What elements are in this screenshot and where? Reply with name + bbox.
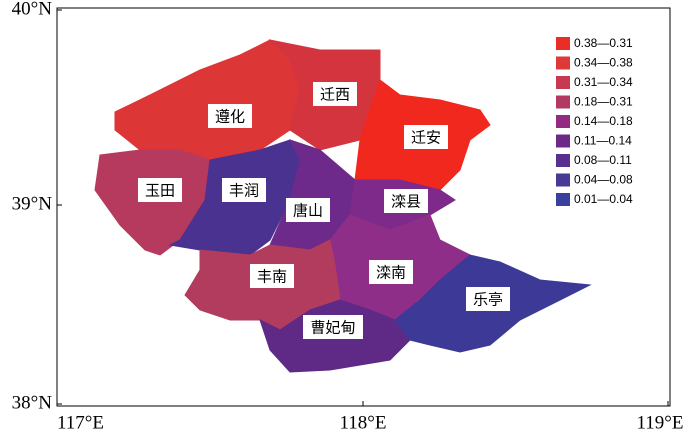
region (114, 39, 301, 161)
legend-label: 0.34—0.38 (574, 56, 633, 70)
legend-label: 0.01—0.04 (574, 192, 633, 206)
legend-swatch (556, 173, 570, 187)
label-box (286, 198, 330, 222)
legend: 0.38—0.31 0.34—0.38 0.31—0.34 0.18—0.31 0.14… (556, 36, 633, 206)
region-label: 迁西 (320, 86, 350, 104)
legend-swatch (556, 76, 570, 89)
legend-label: 0.11—0.14 (574, 134, 632, 148)
y-label: 38°N (12, 392, 53, 413)
x-label: 118°E (340, 412, 387, 433)
legend-swatch (556, 193, 570, 206)
region-label: 滦县 (391, 193, 421, 211)
legend-label: 0.04—0.08 (574, 173, 633, 187)
legend-swatch (556, 95, 570, 109)
label-box (404, 125, 448, 149)
label-box (138, 178, 182, 202)
region-label: 遵化 (215, 108, 245, 126)
region-label: 曹妃甸 (310, 319, 355, 337)
region-label: 迁安 (411, 129, 441, 147)
label-box (222, 178, 266, 202)
legend-swatch (556, 134, 570, 148)
label-box (303, 315, 363, 339)
legend-swatch (556, 154, 570, 167)
legend-label: 0.18—0.31 (574, 95, 633, 109)
x-label: 117°E (57, 412, 104, 433)
label-box (313, 82, 357, 106)
legend-swatch (556, 37, 570, 50)
label-box (250, 264, 294, 288)
label-box (384, 189, 428, 213)
legend-label: 0.31—0.34 (574, 75, 633, 89)
label-box (369, 260, 413, 284)
x-label: 119°E (637, 412, 684, 433)
region-label: 丰润 (229, 182, 259, 200)
label-box (466, 287, 510, 311)
region-label: 唐山 (293, 202, 323, 220)
region-label: 丰南 (257, 268, 287, 286)
region-label: 玉田 (145, 182, 175, 200)
region-label: 滦南 (376, 264, 406, 282)
y-label: 39°N (12, 193, 53, 214)
region-label: 乐亭 (473, 291, 503, 309)
legend-label: 0.14—0.18 (574, 114, 633, 128)
legend-label: 0.38—0.31 (574, 36, 633, 50)
legend-label: 0.08—0.11 (574, 153, 632, 167)
y-label: 40°N (12, 0, 53, 19)
legend-swatch (556, 115, 570, 128)
legend-swatch (556, 56, 570, 70)
label-box (208, 104, 252, 128)
